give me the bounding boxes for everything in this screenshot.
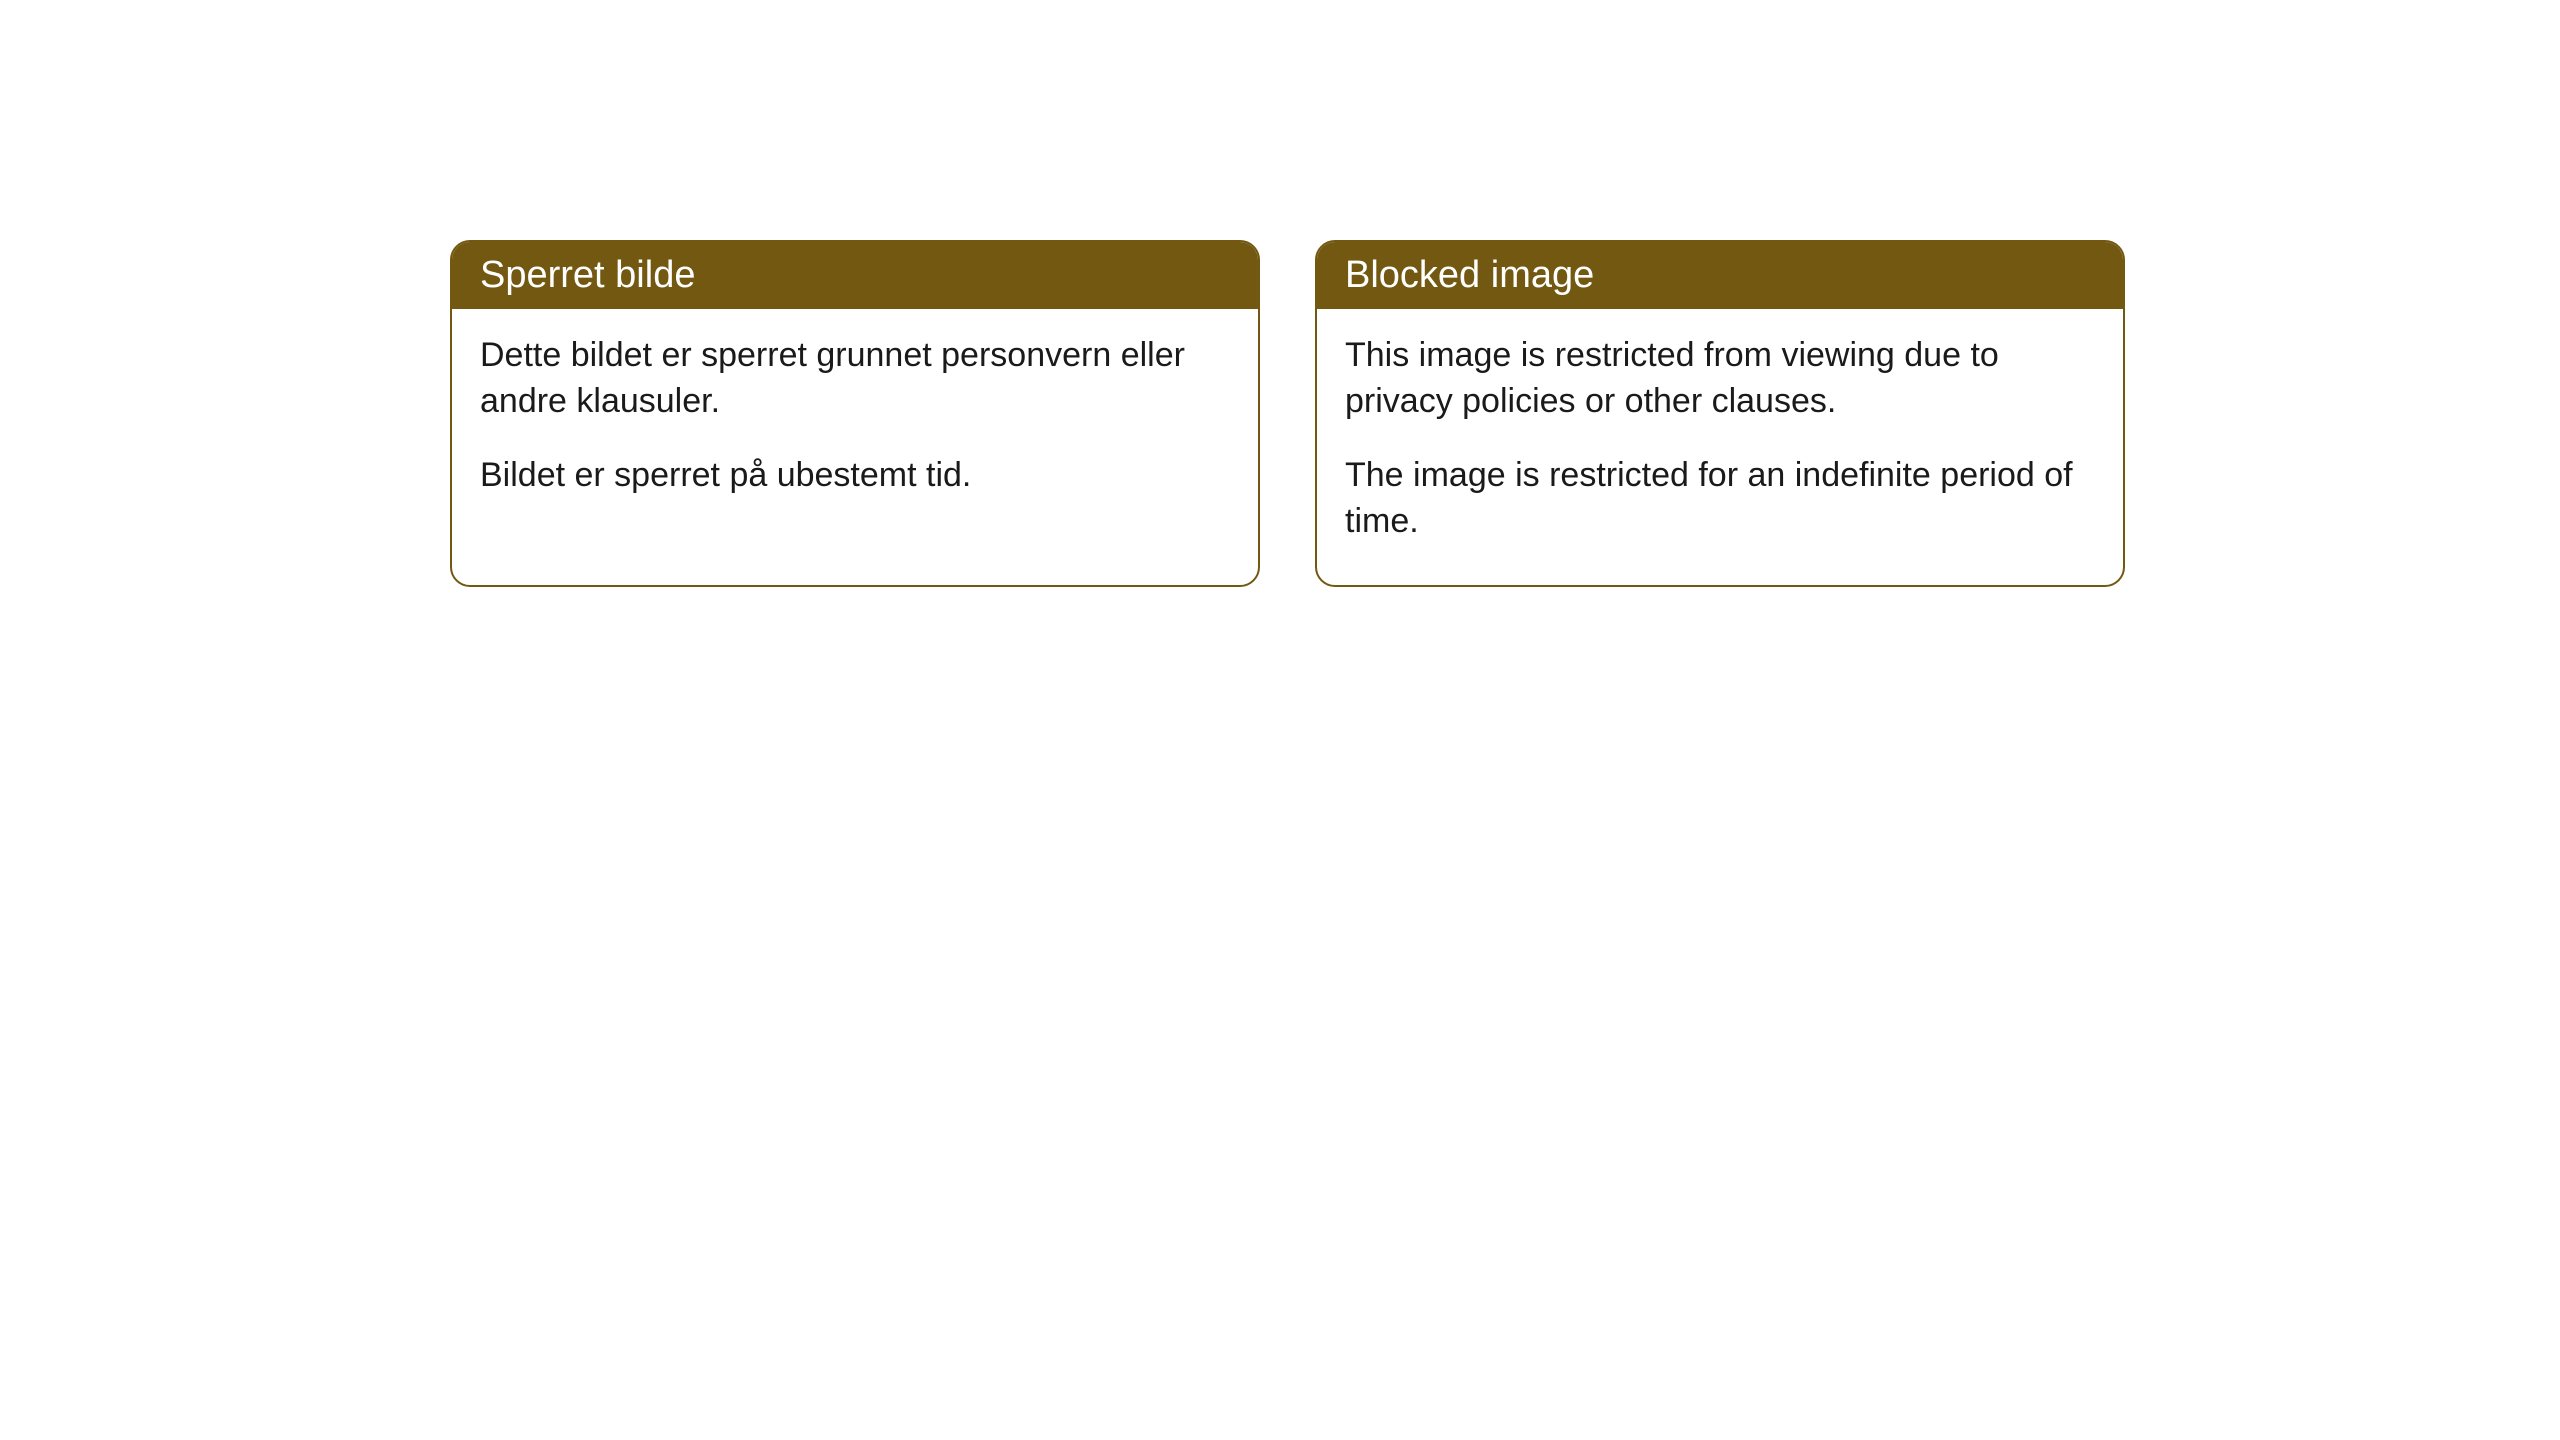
card-paragraph: Dette bildet er sperret grunnet personve… <box>480 333 1230 425</box>
card-header: Sperret bilde <box>452 242 1258 309</box>
card-body: Dette bildet er sperret grunnet personve… <box>452 309 1258 539</box>
card-paragraph: The image is restricted for an indefinit… <box>1345 453 2095 545</box>
blocked-image-card-norwegian: Sperret bilde Dette bildet er sperret gr… <box>450 240 1260 587</box>
card-paragraph: This image is restricted from viewing du… <box>1345 333 2095 425</box>
card-title: Sperret bilde <box>480 254 695 296</box>
notice-cards-container: Sperret bilde Dette bildet er sperret gr… <box>450 240 2125 587</box>
card-header: Blocked image <box>1317 242 2123 309</box>
blocked-image-card-english: Blocked image This image is restricted f… <box>1315 240 2125 587</box>
card-title: Blocked image <box>1345 254 1594 296</box>
card-body: This image is restricted from viewing du… <box>1317 309 2123 585</box>
card-paragraph: Bildet er sperret på ubestemt tid. <box>480 453 1230 499</box>
